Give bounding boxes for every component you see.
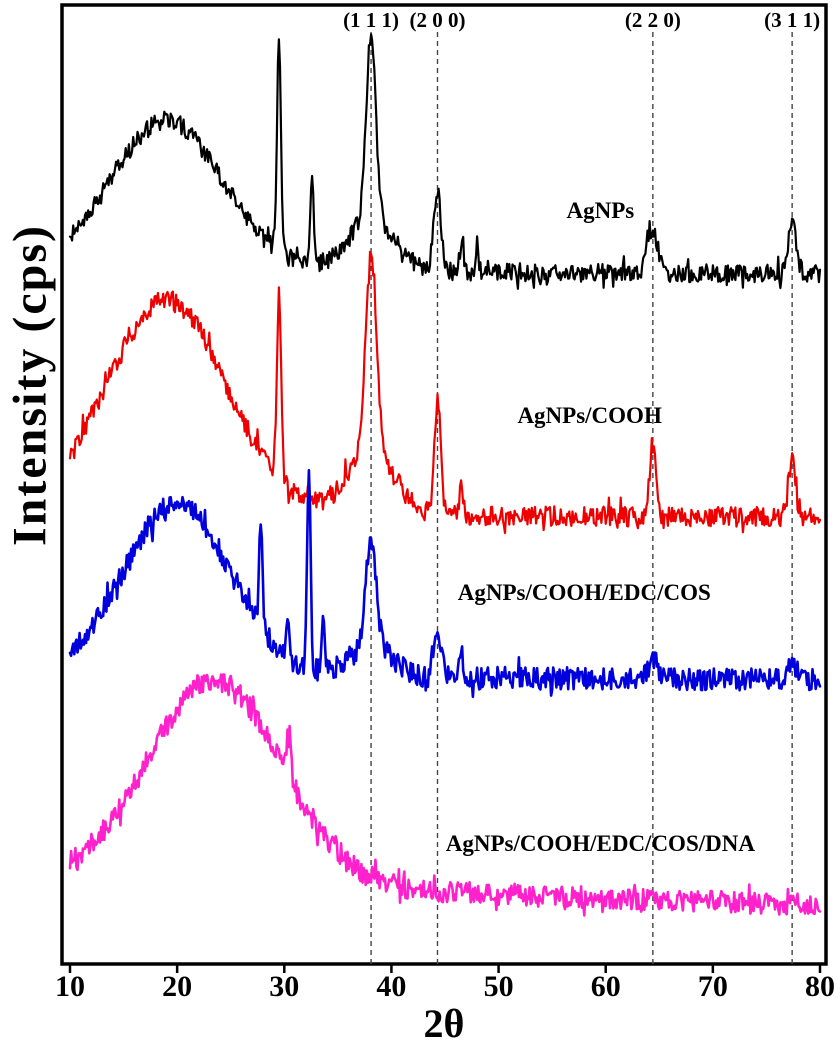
x-tick-label: 70 — [697, 970, 728, 1003]
x-axis-label: 2θ — [423, 1001, 465, 1046]
x-tick-label: 20 — [162, 970, 193, 1003]
x-tick-label: 10 — [55, 970, 85, 1003]
trace-agnps-cooh-edc-cos — [68, 468, 822, 699]
x-tick-label: 50 — [483, 970, 514, 1003]
series-label-agnps: AgNPs — [566, 198, 635, 223]
x-tick-label: 30 — [269, 970, 300, 1003]
trace-agnps — [68, 33, 822, 290]
miller-index-label: (3 1 1) — [764, 8, 821, 32]
trace-agnps-cooh — [68, 250, 822, 535]
x-tick-label: 60 — [590, 970, 621, 1003]
series-label-agnps-cooh: AgNPs/COOH — [517, 403, 662, 428]
miller-index-label: (2 0 0) — [409, 8, 466, 32]
x-tick-label: 40 — [376, 970, 407, 1003]
miller-index-label: (2 2 0) — [624, 8, 681, 32]
x-tick-label: 80 — [805, 970, 835, 1003]
trace-agnps-cooh-edc-cos-dna — [68, 673, 822, 917]
series-label-agnps-cooh-edc-cos: AgNPs/COOH/EDC/COS — [457, 580, 711, 605]
miller-index-label: (1 1 1) — [343, 8, 400, 32]
series-label-agnps-cooh-edc-cos-dna: AgNPs/COOH/EDC/COS/DNA — [445, 831, 755, 856]
plot-frame — [60, 3, 828, 966]
y-axis-label: Intensity (cps) — [3, 223, 57, 547]
